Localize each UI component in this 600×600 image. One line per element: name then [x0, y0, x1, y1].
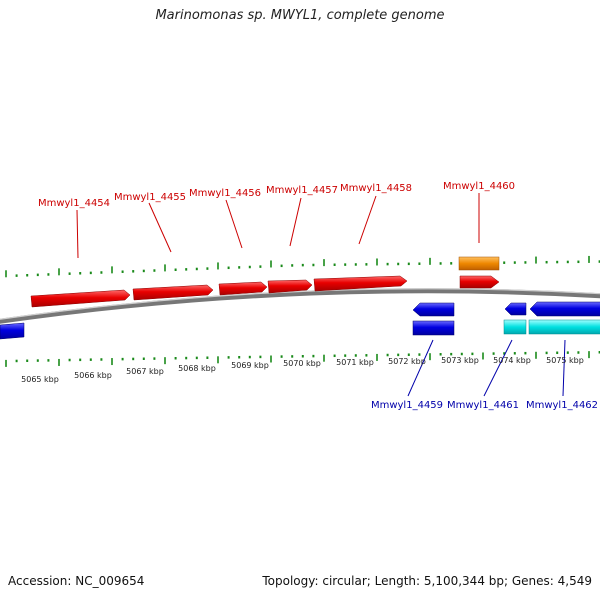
outer-tick-ring	[5, 255, 600, 278]
gene-mmwyl1-4456[interactable]	[218, 281, 268, 296]
label-mmwyl1-4462: Mmwyl1_4462	[526, 400, 598, 411]
label-mmwyl1-4454: Mmwyl1_4454	[38, 198, 110, 209]
scale-label: 5065 kbp	[21, 375, 59, 384]
gene-mmwyl1-4462[interactable]	[529, 301, 600, 317]
gene-mmwyl1-4458[interactable]	[313, 275, 408, 292]
gene-mmwyl1-4455[interactable]	[132, 284, 214, 301]
leader-line-4461	[483, 339, 513, 397]
leader-line-4459	[407, 339, 434, 397]
scale-label: 5074 kbp	[493, 356, 531, 365]
gene-mmwyl1-4454[interactable]	[30, 289, 131, 308]
leader-line-4454	[76, 209, 79, 259]
inner-tick-ring	[5, 351, 600, 367]
feature-cyan-2[interactable]	[528, 319, 600, 335]
label-mmwyl1-4457: Mmwyl1_4457	[266, 185, 338, 196]
genome-summary-text: Topology: circular; Length: 5,100,344 bp…	[262, 574, 592, 588]
gene-mmwyl1-4460[interactable]	[459, 275, 500, 289]
gene-mmwyl1-4461[interactable]	[504, 302, 527, 316]
scale-label: 5070 kbp	[283, 359, 321, 368]
leader-line-4457	[289, 197, 302, 247]
leader-line-4458	[358, 195, 377, 245]
gene-mmwyl1-4457[interactable]	[267, 279, 313, 294]
scale-label: 5067 kbp	[126, 367, 164, 376]
accession-text: Accession: NC_009654	[8, 574, 145, 588]
scale-label: 5073 kbp	[441, 356, 479, 365]
leader-line-4462	[562, 339, 566, 397]
label-mmwyl1-4460: Mmwyl1_4460	[443, 181, 515, 192]
feature-cyan-1[interactable]	[503, 319, 527, 335]
scale-label: 5069 kbp	[231, 361, 269, 370]
label-mmwyl1-4459: Mmwyl1_4459	[371, 400, 443, 411]
rna-gene-orange[interactable]	[458, 256, 500, 271]
genome-backbone	[0, 288, 600, 324]
scale-label: 5066 kbp	[74, 371, 112, 380]
scale-label: 5072 kbp	[388, 357, 426, 366]
genome-backbone-highlight	[0, 288, 600, 320]
scale-label: 5071 kbp	[336, 358, 374, 367]
gene-mmwyl1-4459[interactable]	[412, 302, 455, 317]
leader-line-4456	[225, 199, 243, 249]
scale-label: 5068 kbp	[178, 364, 216, 373]
scale-label: 5075 kbp	[546, 356, 584, 365]
gene-mmwyl1-4459-lower[interactable]	[412, 320, 455, 336]
gene-left-edge-blue[interactable]	[0, 322, 25, 340]
map-title: Marinomonas sp. MWYL1, complete genome	[155, 8, 445, 23]
leader-line-4455	[148, 202, 172, 253]
label-mmwyl1-4455: Mmwyl1_4455	[114, 192, 186, 203]
label-mmwyl1-4456: Mmwyl1_4456	[189, 188, 261, 199]
label-mmwyl1-4458: Mmwyl1_4458	[340, 183, 412, 194]
label-mmwyl1-4461: Mmwyl1_4461	[447, 400, 519, 411]
